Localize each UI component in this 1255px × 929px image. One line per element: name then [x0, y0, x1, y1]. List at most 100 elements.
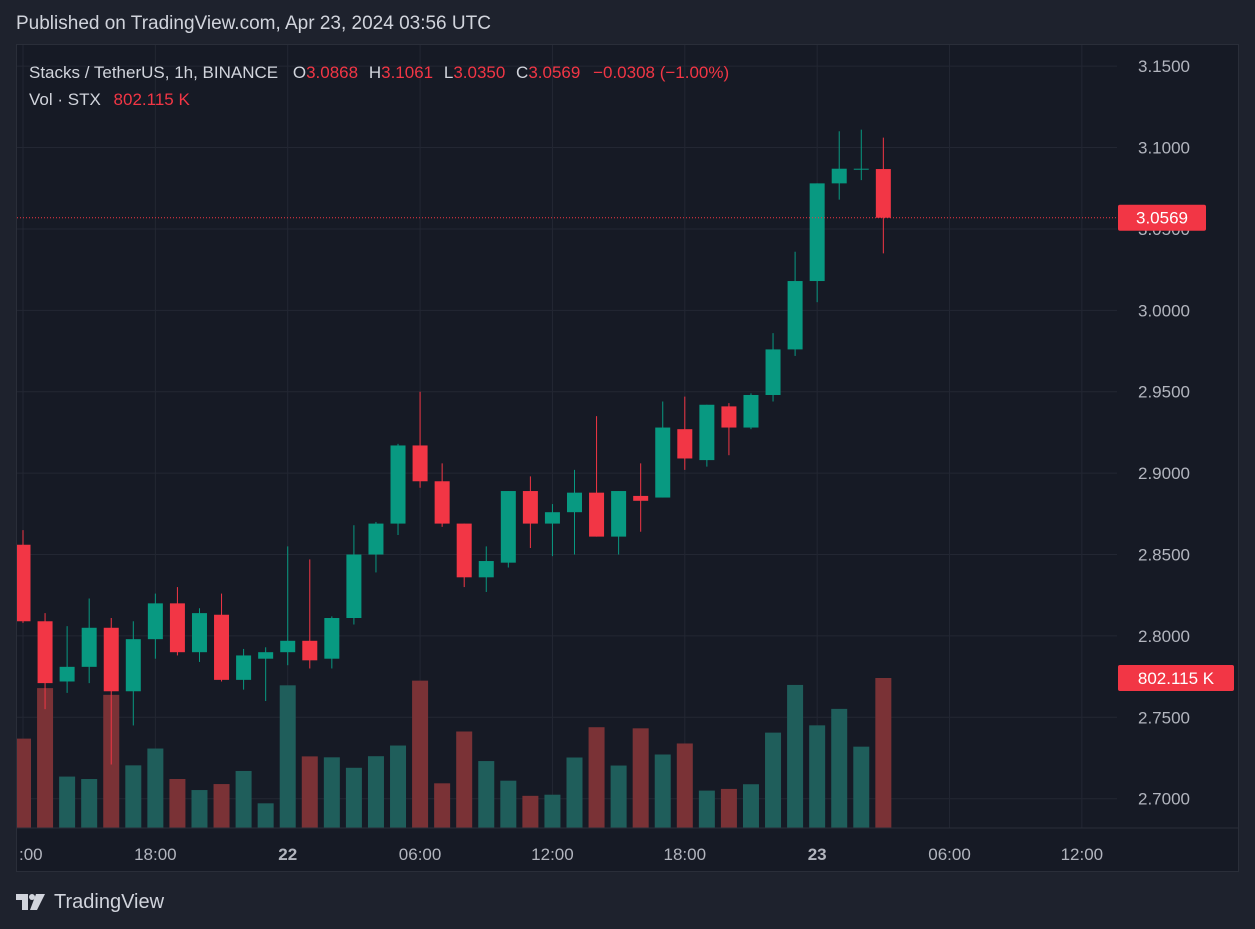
legend-symbol: Stacks / TetherUS, 1h, BINANCE [29, 63, 279, 82]
price-candles [17, 129, 891, 765]
candle-body [633, 495, 649, 501]
time-tick-label: 23 [808, 845, 827, 864]
volume-bars [17, 678, 892, 828]
volume-bar [147, 748, 164, 828]
candle-body [743, 394, 759, 428]
candle-body [567, 492, 582, 513]
candle-body [434, 481, 450, 524]
candle-body [214, 614, 230, 680]
legend-o-label: O [292, 63, 307, 82]
legend-ohlc-row: Stacks / TetherUS, 1h, BINANCE O3.0868 H… [29, 59, 729, 86]
candle-body [522, 491, 538, 524]
volume-bar [676, 743, 693, 828]
candle-body [456, 523, 472, 578]
legend-c-label: C [516, 63, 529, 82]
volume-bar [434, 783, 451, 828]
candle-body [544, 512, 560, 524]
volume-bar [875, 678, 892, 828]
legend-l-label: L [443, 63, 454, 82]
time-tick-label: 06:00 [399, 845, 442, 864]
candle-body [390, 445, 406, 524]
time-tick-label: 06:00 [928, 845, 971, 864]
candle-body [655, 427, 671, 498]
volume-bar [698, 790, 715, 828]
price-tick-label: 3.0000 [1138, 301, 1190, 320]
volume-bar [588, 727, 605, 828]
volume-bar [765, 732, 782, 828]
price-tick-label: 3.1000 [1138, 139, 1190, 158]
volume-bar [390, 745, 407, 828]
candle-body [37, 621, 53, 684]
candle-body [368, 523, 384, 555]
volume-bar [367, 756, 384, 828]
candle-body [853, 168, 869, 170]
legend-high-value: 3.1061 [381, 63, 434, 82]
candle-body [765, 349, 781, 395]
time-tick-label: 18:00 [134, 845, 177, 864]
candle-body [346, 554, 362, 619]
volume-bar [323, 757, 340, 828]
volume-bar [632, 728, 649, 828]
volume-bar [456, 731, 473, 828]
candle-body [236, 655, 252, 680]
time-tick-label: 18:00 [664, 845, 707, 864]
price-tick-label: 2.8500 [1138, 546, 1190, 565]
volume-bar [853, 746, 870, 828]
volume-bar [279, 685, 296, 828]
candle-body [103, 627, 119, 692]
candle-body [875, 169, 891, 218]
candle-body [324, 618, 340, 659]
candle-body [147, 603, 163, 640]
time-tick-label: :00 [19, 845, 43, 864]
volume-bar [809, 725, 826, 828]
price-tick-label: 2.7500 [1138, 708, 1190, 727]
tradingview-logo[interactable]: TradingView [16, 889, 164, 915]
volume-bar [191, 790, 208, 828]
volume-bar [610, 765, 627, 828]
candle-body [478, 561, 494, 578]
candle-body [412, 445, 428, 482]
axes: 3.15003.10003.05003.00002.95002.90002.85… [17, 57, 1238, 864]
candle-body [258, 652, 274, 659]
candle-body [677, 429, 693, 459]
candle-body [125, 639, 141, 692]
candle-body [787, 281, 803, 350]
candle-body [809, 183, 825, 282]
time-tick-label: 12:00 [531, 845, 574, 864]
legend-volume-row: Vol · STX 802.115 K [29, 86, 729, 113]
volume-bar [412, 680, 429, 828]
volume-bar [125, 765, 142, 828]
volume-bar [500, 780, 517, 828]
legend-close-value: 3.0569 [528, 63, 581, 82]
candle-body [699, 404, 715, 461]
candlestick-chart[interactable]: 3.15003.10003.05003.00002.95002.90002.85… [17, 45, 1238, 871]
legend-open-value: 3.0868 [306, 63, 359, 82]
time-tick-label: 22 [278, 845, 297, 864]
chart-panel[interactable]: 3.15003.10003.05003.00002.95002.90002.85… [16, 44, 1239, 872]
volume-bar [37, 688, 54, 828]
legend-h-label: H [368, 63, 382, 82]
candle-body [611, 491, 627, 537]
candle-body [59, 666, 75, 682]
candle-body [191, 613, 207, 653]
price-tick-label: 2.8000 [1138, 627, 1190, 646]
volume-bar [544, 794, 561, 828]
tradingview-brand-text: TradingView [54, 890, 165, 913]
time-tick-label: 12:00 [1061, 845, 1104, 864]
published-caption: Published on TradingView.com, Apr 23, 20… [16, 13, 491, 34]
volume-bar [742, 784, 759, 828]
price-tick-label: 2.9500 [1138, 383, 1190, 402]
last-volume-badge [1118, 665, 1234, 691]
volume-bar [478, 761, 495, 828]
price-tick-label: 2.9000 [1138, 464, 1190, 483]
legend-volume-label: Vol · STX [29, 90, 101, 109]
chart-legend: Stacks / TetherUS, 1h, BINANCE O3.0868 H… [29, 59, 729, 113]
last-volume-badge-label: 802.115 K [1138, 669, 1215, 688]
volume-bar [81, 779, 98, 828]
volume-bar [787, 684, 804, 828]
price-tick-label: 2.7000 [1138, 790, 1190, 809]
legend-low-value: 3.0350 [453, 63, 506, 82]
last-price-badge-label: 3.0569 [1136, 209, 1188, 228]
price-tick-label: 3.1500 [1138, 57, 1190, 76]
candle-body [169, 603, 185, 653]
